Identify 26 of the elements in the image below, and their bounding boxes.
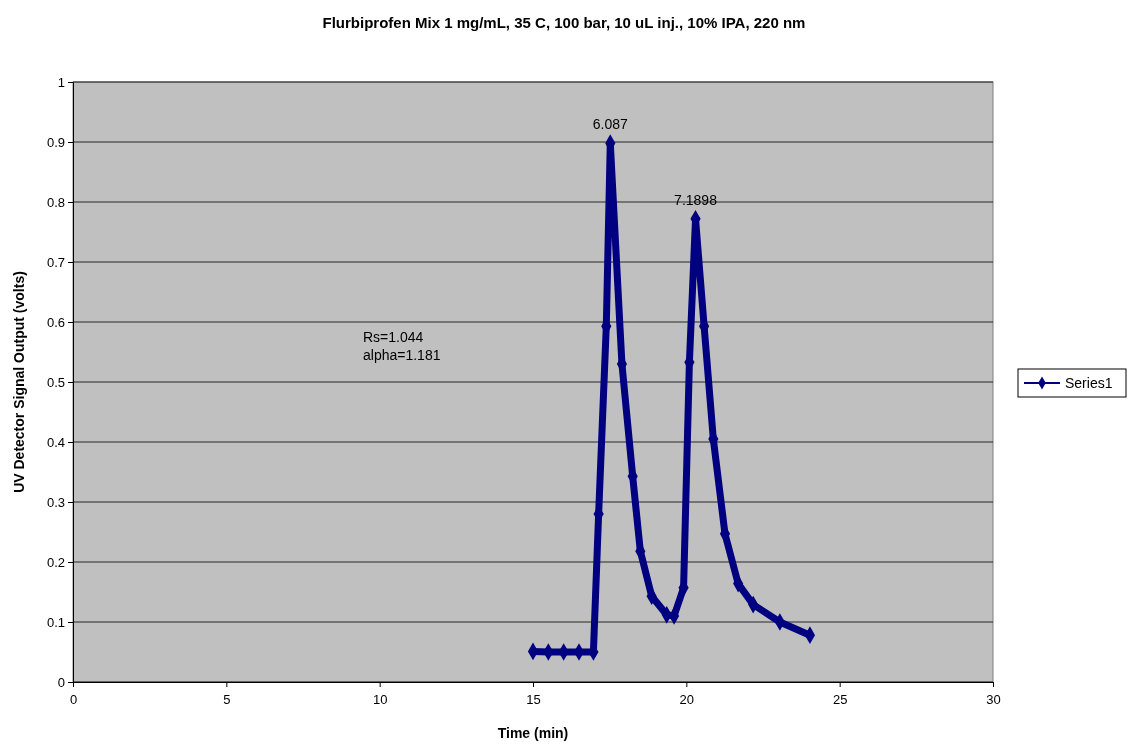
y-tick-label: 0.9 — [46, 134, 65, 150]
x-tick-label: 10 — [372, 692, 388, 708]
x-axis-title: Time (min) — [497, 725, 569, 741]
y-tick-label: 0.1 — [46, 614, 65, 630]
legend-label: Series1 — [1065, 375, 1113, 391]
annotation: alpha=1.181 — [363, 347, 441, 363]
y-tick-label: 1 — [57, 74, 65, 90]
chart-title: Flurbiprofen Mix 1 mg/mL, 35 C, 100 bar, 10 uL inj., 10% IPA, 220 nm — [322, 14, 806, 31]
x-tick-label: 5 — [223, 692, 231, 708]
y-tick-label: 0.3 — [46, 494, 65, 510]
y-tick-label: 0.4 — [46, 434, 65, 450]
x-tick-label: 30 — [986, 692, 1001, 708]
y-tick-label: 0.5 — [46, 374, 65, 390]
annotation: 7.1898 — [674, 191, 718, 208]
y-tick-label: 0.7 — [46, 254, 65, 270]
x-tick-label: 15 — [526, 692, 541, 708]
x-tick-label: 20 — [679, 692, 695, 708]
annotation: 6.087 — [592, 116, 628, 133]
x-tick-label: 0 — [69, 692, 78, 708]
annotation: Rs=1.044 — [363, 329, 424, 345]
x-tick-label: 25 — [832, 692, 848, 708]
y-tick-label: 0.6 — [46, 314, 65, 330]
y-tick-label: 0 — [57, 674, 65, 690]
y-axis-title: UV Detector Signal Output (volts) — [11, 271, 27, 493]
y-tick-label: 0.8 — [46, 194, 65, 210]
y-tick-label: 0.2 — [46, 554, 65, 570]
